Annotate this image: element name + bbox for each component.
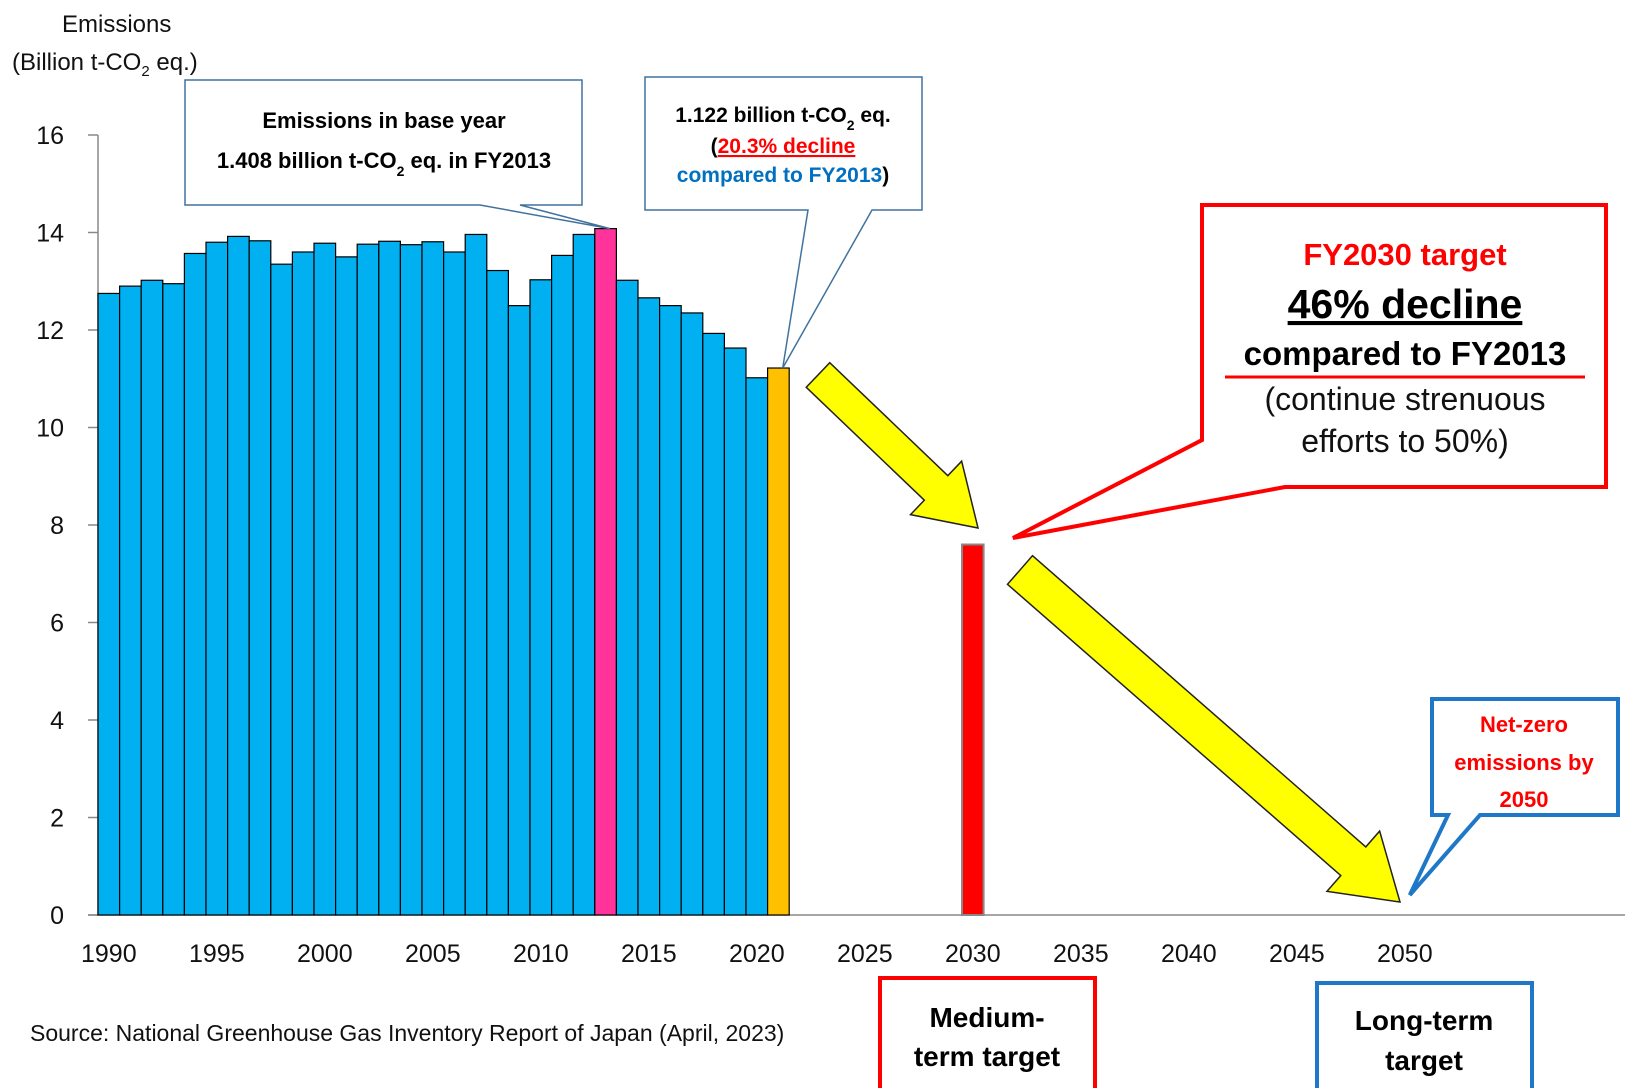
bar-2013 (594, 228, 617, 916)
target-note2: efforts to 50%) (1301, 423, 1509, 459)
bar-2030 (961, 543, 985, 916)
bar-1990 (97, 292, 121, 916)
medium-term-line1: Medium- (929, 1002, 1044, 1033)
bar-2019 (723, 347, 747, 916)
bar-2001 (335, 256, 358, 916)
x-tick-label: 2040 (1161, 940, 1217, 968)
callout-latest-line3: compared to FY2013) (677, 164, 889, 187)
bar-2007 (464, 233, 488, 916)
callout-base-line2: 1.408 billion t-CO2 eq. in FY2013 (217, 148, 551, 179)
bars-layer (97, 228, 985, 916)
target-headline: 46% decline (1288, 281, 1523, 327)
y-tick-label: 14 (36, 220, 64, 248)
target-title: FY2030 target (1303, 237, 1506, 272)
bar-2005 (421, 241, 445, 916)
x-tick-label: 2000 (297, 940, 353, 968)
callout-base-year (184, 79, 611, 230)
callout-latest-line2: (20.3% decline (711, 135, 856, 158)
medium-term-box (878, 976, 1097, 1088)
long-term-box (1315, 981, 1534, 1088)
bar-2002 (356, 243, 380, 916)
x-tick-label: 2050 (1377, 940, 1433, 968)
bar-2009 (507, 305, 531, 916)
y-tick-label: 10 (36, 415, 64, 443)
x-tick-label: 1990 (81, 940, 137, 968)
bar-1996 (227, 235, 250, 916)
callouts-layer: Emissions in base year 1.408 billion t-CO… (184, 76, 1620, 1088)
target-sub: compared to FY2013 (1244, 335, 1567, 372)
y-tick-label: 2 (50, 805, 64, 833)
arrows-layer (805, 361, 1402, 903)
long-term-line2: target (1385, 1045, 1463, 1076)
y-tick-label: 6 (50, 610, 64, 638)
y-tick-label: 0 (50, 902, 64, 930)
x-tick-label: 2030 (945, 940, 1001, 968)
x-tick-label: 2010 (513, 940, 569, 968)
y-tick-label: 8 (50, 512, 64, 540)
x-tick-label: 1995 (189, 940, 245, 968)
y-axis-label-line1: Emissions (62, 11, 172, 38)
net-zero-line1: Net-zero (1480, 712, 1568, 737)
y-tick-label: 12 (36, 317, 64, 345)
bar-2011 (550, 254, 574, 916)
bar-1994 (183, 252, 207, 916)
bar-2021 (766, 367, 790, 916)
callout-latest-line1: 1.122 billion t-CO2 eq. (675, 104, 891, 133)
net-zero-line3: 2050 (1500, 787, 1549, 812)
x-tick-label: 2015 (621, 940, 677, 968)
bar-2012 (572, 233, 596, 916)
x-tick-label: 2025 (837, 940, 893, 968)
target-note1: (continue strenuous (1264, 381, 1545, 417)
y-axis-label-line2: (Billion t-CO2 eq.) (12, 49, 198, 80)
net-zero-line2: emissions by (1454, 750, 1594, 775)
x-tick-label: 2020 (729, 940, 785, 968)
bar-1993 (162, 283, 186, 916)
bar-2003 (378, 240, 401, 916)
callout-target-2030 (1012, 203, 1608, 540)
y-tick-label: 16 (36, 122, 64, 150)
x-tick-label: 2035 (1053, 940, 1109, 968)
bar-2016 (658, 305, 682, 916)
bar-2014 (615, 279, 639, 916)
callout-base-line1: Emissions in base year (262, 108, 506, 133)
bar-2017 (680, 312, 704, 916)
long-term-line1: Long-term (1355, 1005, 1493, 1036)
x-tick-label: 2005 (405, 940, 461, 968)
arrow-to-2030 (805, 361, 980, 529)
arrow-to-2050 (1006, 554, 1402, 903)
y-axis-label: Emissions (Billion t-CO2 eq.) (12, 6, 198, 91)
bar-1999 (291, 251, 315, 916)
bar-1997 (248, 240, 272, 916)
bar-2004 (399, 244, 423, 916)
callout-net-zero (1407, 697, 1620, 897)
bar-2015 (637, 297, 661, 916)
callout-latest (644, 76, 923, 369)
bar-1998 (270, 263, 293, 916)
bar-2020 (745, 377, 769, 916)
bar-2010 (529, 279, 553, 916)
bar-2018 (702, 332, 725, 916)
source-note: Source: National Greenhouse Gas Inventor… (30, 1020, 785, 1046)
bar-2000 (313, 242, 337, 916)
bar-1992 (140, 279, 164, 916)
bar-1995 (205, 241, 229, 916)
bar-2006 (443, 251, 466, 916)
medium-term-line2: term target (914, 1041, 1060, 1072)
bar-2008 (486, 269, 509, 916)
bar-1991 (118, 285, 142, 916)
x-tick-label: 2045 (1269, 940, 1325, 968)
y-tick-label: 4 (50, 707, 64, 735)
